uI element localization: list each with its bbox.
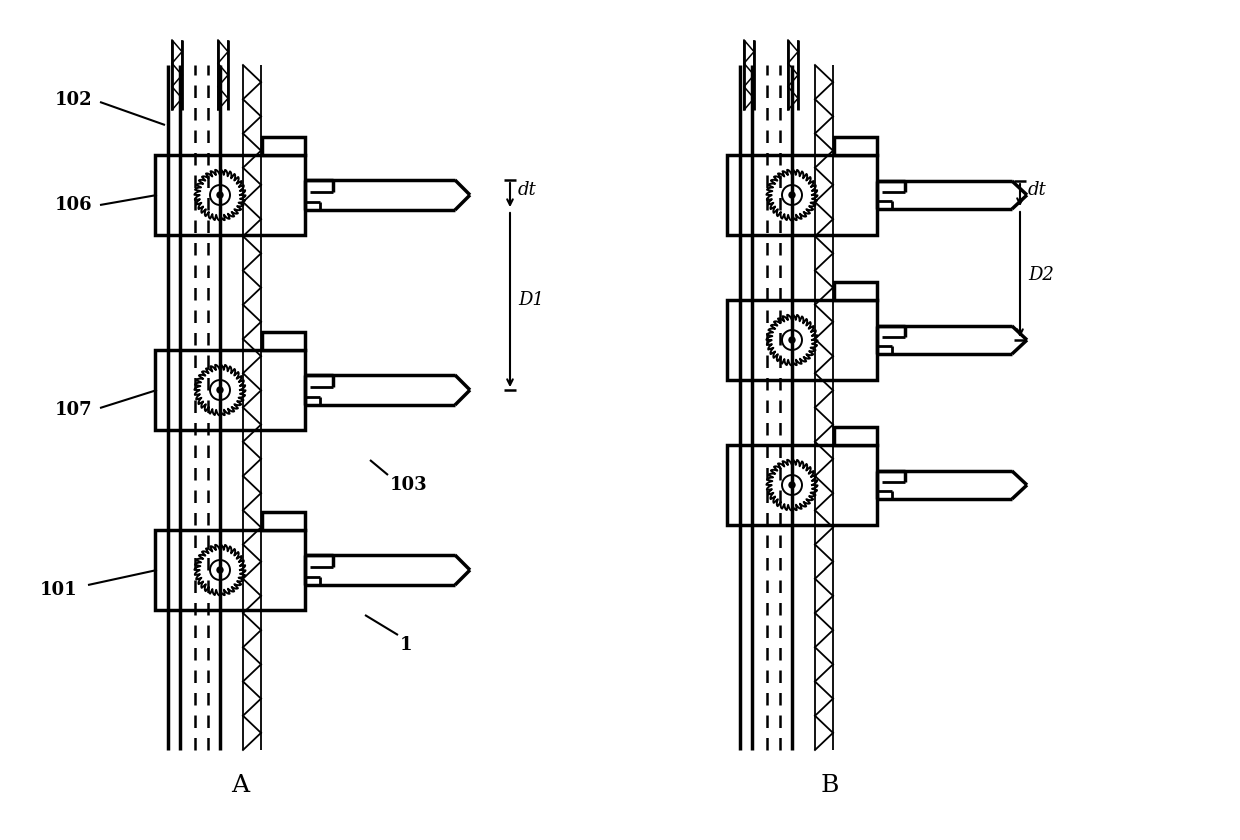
- Text: 107: 107: [55, 401, 93, 419]
- Circle shape: [217, 387, 223, 393]
- Bar: [835, 137, 877, 155]
- Bar: [155, 155, 305, 235]
- Bar: [262, 332, 305, 350]
- Text: dt: dt: [518, 181, 537, 199]
- Bar: [835, 427, 877, 445]
- Text: 1: 1: [401, 636, 413, 654]
- Circle shape: [789, 192, 795, 198]
- Bar: [155, 530, 305, 610]
- Text: 101: 101: [40, 581, 78, 599]
- Text: 102: 102: [55, 91, 93, 109]
- Circle shape: [217, 192, 223, 198]
- Circle shape: [217, 567, 223, 573]
- Bar: [727, 445, 877, 525]
- Text: dt: dt: [1028, 181, 1047, 199]
- Text: A: A: [231, 774, 249, 796]
- Circle shape: [789, 337, 795, 343]
- Text: B: B: [821, 774, 839, 796]
- Text: 103: 103: [391, 476, 428, 494]
- Circle shape: [789, 482, 795, 488]
- Bar: [727, 300, 877, 380]
- Text: D2: D2: [1028, 265, 1054, 283]
- Bar: [262, 137, 305, 155]
- Bar: [835, 282, 877, 300]
- Text: D1: D1: [518, 291, 544, 309]
- Bar: [262, 512, 305, 530]
- Bar: [155, 350, 305, 430]
- Text: 106: 106: [55, 196, 93, 214]
- Bar: [727, 155, 877, 235]
